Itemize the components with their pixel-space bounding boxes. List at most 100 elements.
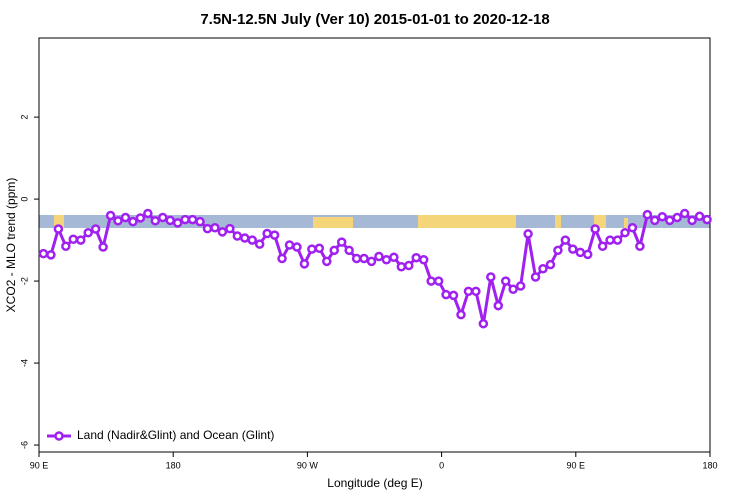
land-area <box>555 215 561 228</box>
point <box>582 249 593 260</box>
y-tick-label: -4 <box>19 359 29 367</box>
land-area <box>313 217 353 228</box>
point <box>486 272 496 282</box>
point <box>694 211 705 222</box>
point <box>433 276 444 286</box>
point <box>322 256 332 267</box>
point <box>336 237 347 247</box>
point <box>404 260 414 271</box>
point <box>597 241 608 251</box>
point <box>225 223 235 234</box>
point <box>344 245 354 256</box>
point <box>314 243 325 254</box>
point <box>650 215 660 226</box>
point <box>366 256 377 267</box>
point <box>143 208 153 219</box>
point <box>128 216 138 227</box>
point <box>590 224 600 234</box>
point <box>612 235 623 245</box>
point <box>635 241 645 251</box>
point <box>545 259 556 270</box>
y-tick-label: 2 <box>19 115 29 120</box>
point <box>679 208 690 219</box>
point <box>90 224 101 234</box>
point <box>240 233 250 243</box>
point <box>426 276 436 286</box>
point <box>620 227 630 238</box>
y-tick-label: -6 <box>19 441 29 449</box>
point <box>553 245 563 256</box>
point <box>187 214 198 225</box>
x-tick-label: 180 <box>702 460 717 470</box>
point <box>269 230 280 240</box>
series-line <box>43 211 708 325</box>
point <box>307 244 317 254</box>
plot-frame <box>38 37 711 453</box>
point <box>396 261 407 272</box>
land-area <box>624 218 628 228</box>
point <box>664 215 675 226</box>
point <box>217 227 228 237</box>
point <box>210 223 220 233</box>
x-tick-label: 90 W <box>297 460 319 470</box>
point <box>627 223 638 233</box>
point <box>702 214 712 225</box>
land-area <box>418 215 516 228</box>
point <box>493 300 504 311</box>
x-tick-label: 90 E <box>567 460 586 470</box>
point <box>46 250 56 260</box>
point <box>61 241 71 251</box>
point <box>105 210 116 221</box>
point <box>418 255 429 265</box>
point <box>463 286 474 297</box>
point <box>687 215 697 226</box>
point <box>68 234 79 245</box>
chart-title: 7.5N-12.5N July (Ver 10) 2015-01-01 to 2… <box>200 11 549 28</box>
point <box>411 252 422 263</box>
point <box>38 248 49 259</box>
point <box>254 239 265 249</box>
point <box>83 227 93 238</box>
point <box>530 272 541 282</box>
point <box>456 309 466 320</box>
point <box>195 216 205 227</box>
point <box>508 284 518 295</box>
point <box>247 235 257 245</box>
legend-marker <box>54 431 64 441</box>
point <box>448 290 459 301</box>
point <box>478 318 489 329</box>
point <box>642 209 653 220</box>
point <box>575 247 586 258</box>
point <box>292 242 302 252</box>
point <box>515 281 526 291</box>
point <box>605 235 615 245</box>
point <box>359 253 369 264</box>
x-tick-label: 90 E <box>30 460 49 470</box>
point <box>172 218 183 228</box>
point <box>672 212 682 223</box>
y-tick-label: 0 <box>19 197 29 202</box>
point <box>568 244 578 254</box>
point <box>351 253 362 264</box>
point <box>180 214 190 225</box>
point <box>538 264 548 274</box>
y-tick-label: -2 <box>19 277 29 285</box>
point <box>284 240 295 250</box>
point <box>98 242 108 252</box>
point <box>381 255 392 265</box>
point <box>471 286 481 297</box>
point <box>135 213 146 223</box>
x-tick-label: 180 <box>166 460 181 470</box>
point <box>374 251 384 262</box>
point <box>560 235 571 245</box>
point <box>277 253 287 264</box>
point <box>158 212 168 223</box>
point <box>389 252 399 263</box>
point <box>441 289 451 300</box>
point <box>262 228 272 239</box>
point <box>53 224 64 234</box>
x-tick-label: 0 <box>439 460 444 470</box>
point <box>299 259 310 269</box>
